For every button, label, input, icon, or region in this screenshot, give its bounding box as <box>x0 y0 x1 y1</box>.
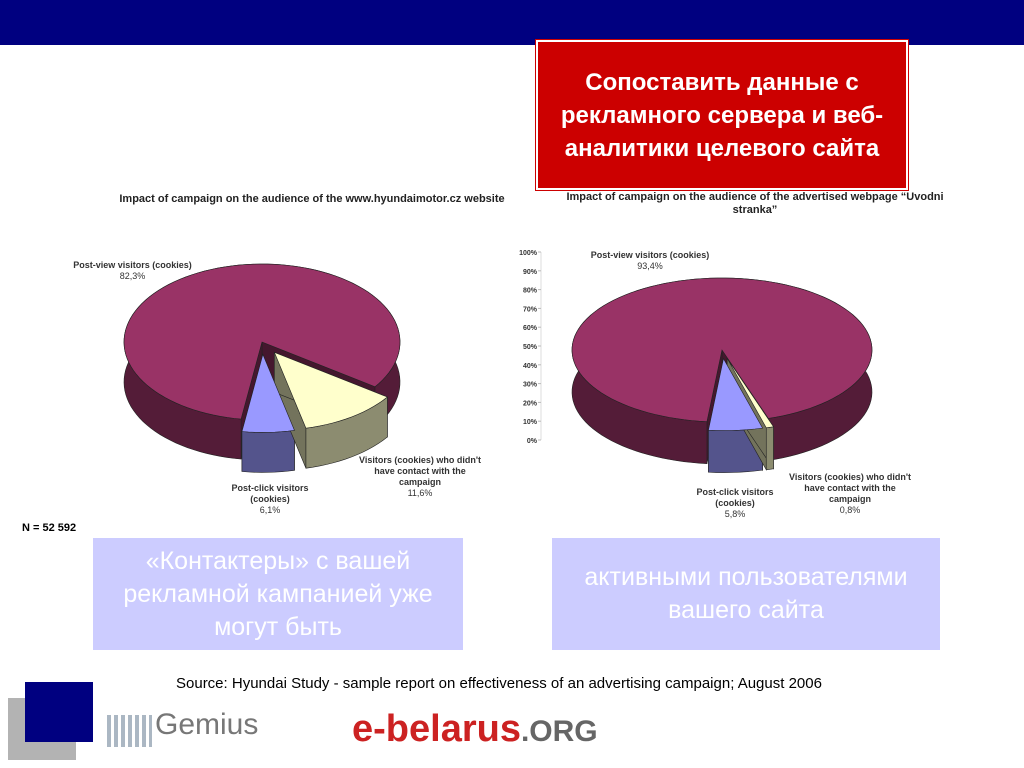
message-text: активными пользователями вашего сайта <box>584 563 908 624</box>
source: Source: Hyundai Study - sample report on… <box>176 675 822 692</box>
logo: Gemius <box>155 708 259 741</box>
chart-title: Impact of campaign on the audience of th… <box>566 191 944 216</box>
highlight-box: Сопоставить данные с рекламного сервера … <box>536 40 908 190</box>
slice-label: Post-click visitors (cookies) 6,1% <box>215 483 325 516</box>
slice-label: Post-view visitors (cookies) 82,3% <box>70 260 195 282</box>
slice-value-label: 5,8% <box>724 509 746 519</box>
y-tick-label: 80% <box>523 288 538 295</box>
slice-label: Post-click visitors (cookies) 5,8% <box>680 487 790 520</box>
slice-value-label: 6,1% <box>259 505 281 515</box>
message-box: «Контактеры» с вашей рекламной кампанией… <box>93 538 463 650</box>
y-tick-label: 20% <box>523 400 538 407</box>
y-tick-label: 30% <box>523 382 538 389</box>
y-tick-label: 60% <box>523 325 538 332</box>
y-tick-label: 90% <box>523 269 538 276</box>
message-box: активными пользователями вашего сайта <box>552 538 940 650</box>
highlight-text: Сопоставить данные с рекламного сервера … <box>560 68 884 162</box>
top-bar <box>0 0 1024 45</box>
y-tick-label: 100% <box>519 250 538 257</box>
pie-slice-side <box>241 430 295 473</box>
slice-value-label: 93,4% <box>637 261 663 271</box>
pie-slice <box>123 263 401 420</box>
gemius-icon <box>107 715 152 747</box>
slice-value-label: 0,8% <box>839 505 861 515</box>
y-tick-label: 40% <box>523 363 538 370</box>
pie-tops <box>123 263 873 433</box>
pie-slice <box>726 358 774 429</box>
pie-slice <box>241 353 295 433</box>
pie-slice <box>708 357 764 431</box>
pie-slice-side <box>765 426 774 471</box>
slice-label: Visitors (cookies) who didn't have conta… <box>355 455 485 499</box>
deco-square <box>25 682 93 742</box>
pie-slice <box>571 277 873 422</box>
pie-slice <box>273 351 388 429</box>
message-text: «Контактеры» с вашей рекламной кампанией… <box>123 546 433 641</box>
chart-title: Impact of campaign on the audience of th… <box>119 193 505 205</box>
slice-value-label: 82,3% <box>119 271 146 281</box>
slice-value-label: 11,6% <box>407 488 433 498</box>
y-tick-label: 50% <box>523 344 538 351</box>
logo-text: .ORG <box>520 715 598 748</box>
logo: e-belarus.ORG <box>352 708 598 751</box>
sample-size: N = 52 592 <box>22 522 77 534</box>
y-tick-label: 70% <box>523 306 538 313</box>
slice-label: Post-view visitors (cookies) 93,4% <box>585 250 715 272</box>
logo-text: e-belarus <box>352 708 521 750</box>
y-tick-label: 0% <box>527 438 538 445</box>
slice-label: Visitors (cookies) who didn't have conta… <box>785 472 915 516</box>
y-tick-label: 10% <box>523 419 538 426</box>
